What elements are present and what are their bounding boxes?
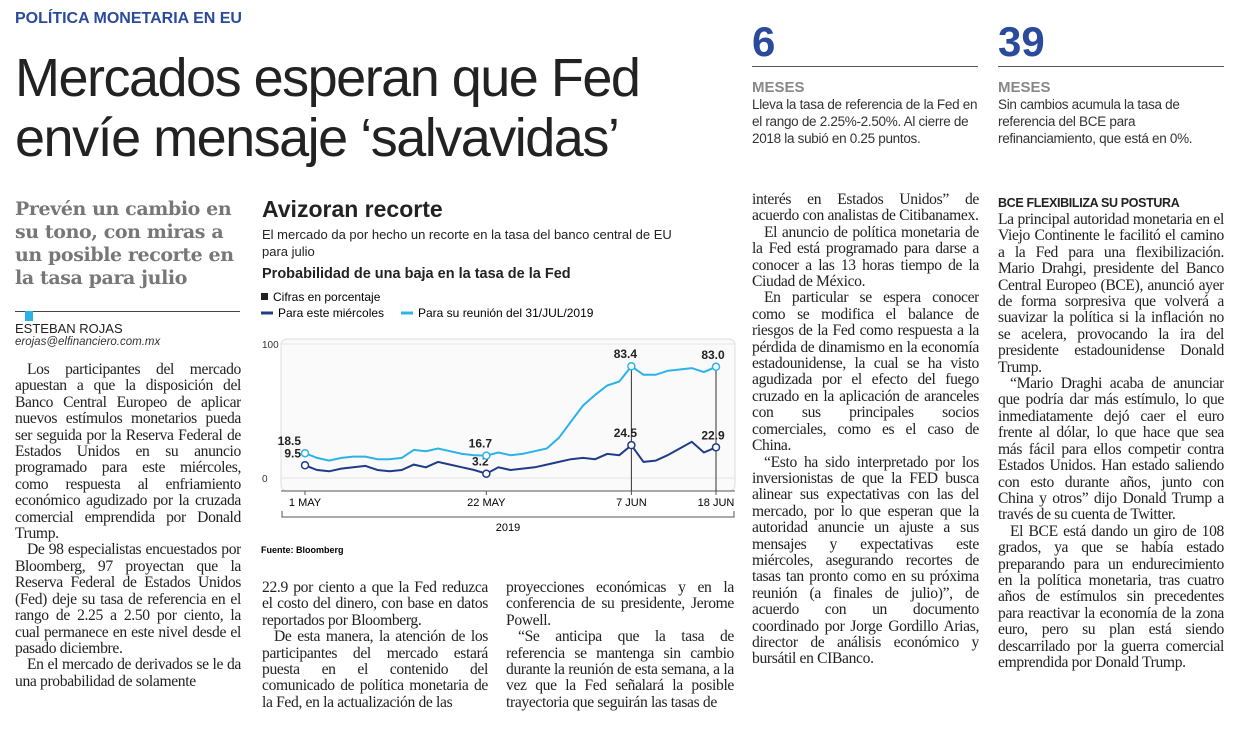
point-marker: [482, 469, 491, 478]
chart-subtitle: El mercado da por hecho un recorte en la…: [262, 227, 672, 259]
data-label: 83.0: [701, 348, 725, 362]
paragraph: En particular se espera conocer como se …: [752, 289, 979, 455]
data-label: 22.9: [701, 428, 725, 442]
stat: 6 MESES Lleva la tasa de referencia de l…: [752, 8, 978, 147]
x-tick-label: 18 JUN: [698, 497, 735, 509]
column: interés en Estados Unidos” de acuerdo co…: [752, 192, 979, 738]
units-note: Cifras en porcentaje: [273, 290, 381, 304]
x-tick-label: 1 MAY: [289, 497, 322, 509]
deck: Prevén un cambio en su tono, con miras a…: [15, 198, 234, 289]
email: erojas@elfinanciero.com.mx: [15, 336, 161, 348]
chart-title: Avizoran recorte: [262, 196, 443, 222]
point-marker: [300, 461, 310, 470]
x-group-label: 2019: [496, 522, 520, 534]
stat-unit: MESES: [998, 79, 1051, 96]
paragraph: proyecciones económicas y en la conferen…: [506, 580, 734, 629]
paragraph: En el mercado de derivados se le da una …: [15, 656, 241, 690]
chart-header: Avizoran recorte El mercado da por hecho…: [262, 196, 682, 282]
data-label: 18.5: [278, 434, 302, 448]
paragraph: De esta manera, la atención de los parti…: [262, 628, 488, 711]
legend-label: Para su reunión del 31/JUL/2019: [418, 306, 594, 320]
data-label: 83.4: [614, 347, 638, 361]
column: proyecciones económicas y en la conferen…: [506, 580, 734, 738]
point-marker: [711, 443, 721, 452]
column: Los participantes del mercado apuestan a…: [15, 362, 241, 738]
series-line: [304, 364, 717, 462]
chart: Cifras en porcentaje Para este miércoles P…: [261, 290, 736, 555]
x-tick-label: 22 MAY: [467, 497, 506, 509]
stat-text: Sin cambios acumula la tasa de referenci…: [998, 97, 1193, 146]
stat-number: 6: [752, 8, 978, 67]
byline: ESTEBAN ROJAS erojas@elfinanciero.com.mx: [15, 311, 240, 348]
year-bracket: [281, 511, 735, 518]
paragraph: interés en Estados Unidos” de acuerdo co…: [752, 192, 979, 225]
y-tick-label: 100: [262, 340, 279, 351]
y-tick-label: 0: [262, 474, 268, 485]
point-marker: [627, 440, 636, 450]
column: 22.9 por ciento a que la Fed reduzca el …: [262, 580, 488, 738]
legend-bullet: [261, 293, 268, 300]
section-label: POLÍTICA MONETARIA EN EU: [15, 10, 242, 27]
paragraph: De 98 especialistas encuestados por Bloo…: [15, 541, 241, 657]
chart-heading: Probabilidad de una baja en la tasa de l…: [262, 266, 571, 282]
headline: Mercados esperan que Fed envíe mensaje ‘…: [15, 48, 641, 168]
paragraph: El BCE está dando un giro de 108 grados,…: [998, 522, 1224, 671]
series-line: [304, 440, 717, 475]
stat-unit: MESES: [752, 79, 805, 96]
paragraph: 22.9 por ciento a que la Fed reduzca el …: [262, 580, 488, 629]
stat-number: 39: [998, 8, 1224, 67]
x-tick-label: 7 JUN: [616, 497, 647, 509]
paragraph: La principal autoridad monetaria en el V…: [998, 211, 1224, 376]
point-marker: [711, 362, 721, 372]
column: BCE FLEXIBILIZA SU POSTURA La principal a…: [998, 196, 1224, 738]
author: ESTEBAN ROJAS: [15, 321, 123, 336]
paragraph: El anuncio de política monetaria de la F…: [752, 223, 979, 291]
subhead: BCE FLEXIBILIZA SU POSTURA: [998, 196, 1180, 210]
paragraph: “Esto ha sido interpretado por los inver…: [752, 453, 979, 668]
point-marker: [482, 451, 491, 460]
stat: 39 MESES Sin cambios acumula la tasa de …: [998, 8, 1224, 147]
point-marker: [627, 361, 636, 371]
data-label: 24.5: [614, 426, 638, 440]
point-marker: [300, 448, 310, 458]
paragraph: “Mario Draghi acaba de anunciar que podr…: [998, 375, 1224, 524]
byline-marker: [25, 311, 33, 321]
data-label: 9.5: [284, 446, 301, 460]
source: Fuente: Bloomberg: [261, 545, 344, 555]
legend-label: Para este miércoles: [278, 306, 384, 320]
data-label: 16.7: [469, 437, 493, 451]
stat-text: Lleva la tasa de referencia de la Fed en…: [752, 97, 978, 146]
paragraph: Los participantes del mercado apuestan a…: [15, 362, 241, 543]
paragraph: “Se anticipa que la tasa de referencia s…: [506, 628, 734, 711]
